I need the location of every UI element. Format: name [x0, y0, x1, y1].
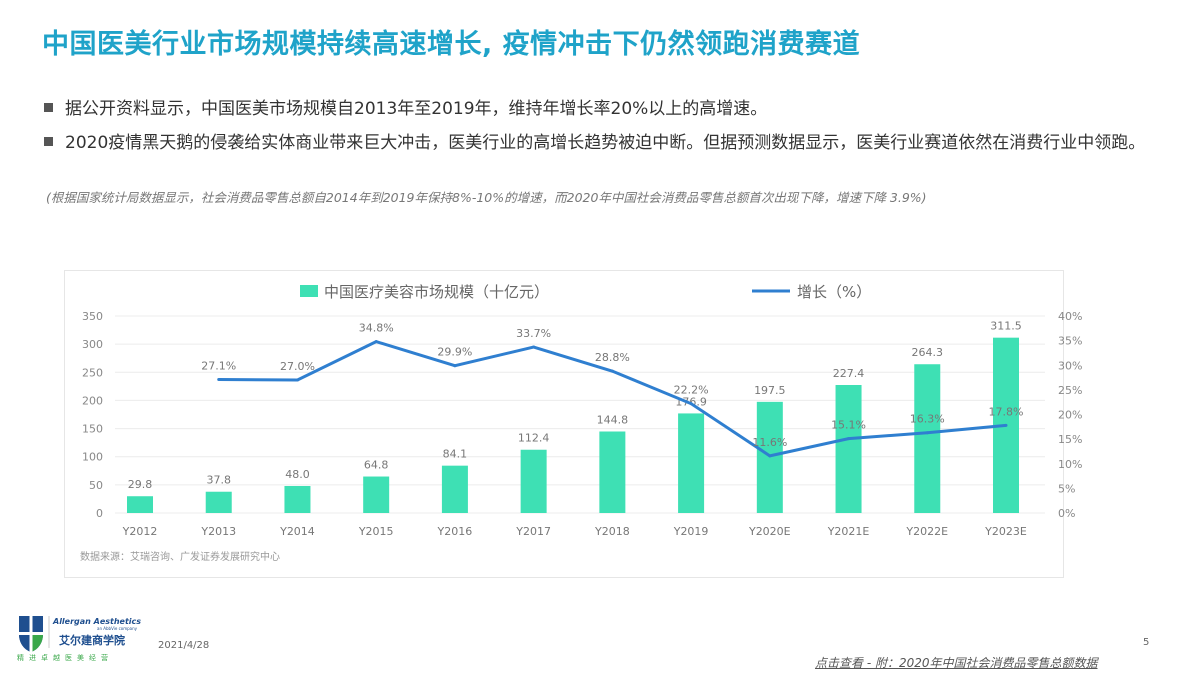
line-point [532, 345, 536, 349]
bar-value-label: 176.9 [675, 395, 707, 408]
line-value-label: 16.3% [910, 413, 945, 426]
bar-value-label: 84.1 [443, 448, 468, 461]
line-point [217, 378, 221, 382]
bullet-1: 据公开资料显示，中国医美市场规模自2013年至2019年，维持年增长率20%以上… [44, 97, 1164, 121]
y2-tick-label: 10% [1058, 458, 1082, 471]
svg-text:an AbbVie company: an AbbVie company [97, 626, 138, 631]
bar [127, 496, 153, 513]
bar-value-label: 29.8 [128, 478, 153, 491]
line-point [925, 431, 929, 435]
bar [205, 491, 232, 513]
svg-text:艾尔建商学院: 艾尔建商学院 [59, 633, 125, 647]
x-tick-label: Y2018 [594, 525, 630, 538]
line-point [689, 402, 693, 406]
line-point [374, 340, 378, 344]
x-tick-label: Y2023E [984, 525, 1027, 538]
y-tick-label: 300 [82, 338, 103, 351]
y-tick-label: 200 [82, 394, 103, 407]
y2-tick-label: 5% [1058, 482, 1075, 495]
line-value-label: 15.1% [831, 419, 866, 432]
line-point [610, 369, 614, 373]
bar-value-label: 37.8 [206, 474, 231, 487]
bar-value-label: 197.5 [754, 384, 786, 397]
svg-text:Allergan Aesthetics: Allergan Aesthetics [52, 617, 141, 626]
x-tick-label: Y2012 [122, 525, 158, 538]
bullet-2: 2020疫情黑天鹅的侵袭给实体商业带来巨大冲击，医美行业的高增长趋势被迫中断。但… [44, 131, 1165, 155]
x-tick-label: Y2021E [827, 525, 870, 538]
slide-title: 中国医美行业市场规模持续高速增长, 疫情冲击下仍然领跑消费赛道 [42, 29, 861, 60]
bar-value-label: 144.8 [597, 413, 629, 426]
svg-text:精进卓越医美经营: 精进卓越医美经营 [17, 653, 113, 662]
bar [520, 449, 547, 513]
bar-value-label: 64.8 [364, 459, 389, 472]
line-point [768, 454, 772, 458]
x-tick-label: Y2016 [437, 525, 473, 538]
date: 2021/4/28 [158, 640, 210, 651]
x-tick-label: Y2017 [515, 525, 551, 538]
bar [835, 385, 862, 513]
x-tick-label: Y2022E [905, 525, 948, 538]
chart-source: 数据来源：艾瑞咨询、广发证券发展研究中心 [80, 550, 280, 563]
bar [441, 465, 468, 513]
x-tick-label: Y2020E [748, 525, 791, 538]
line-point [1004, 423, 1008, 427]
bar-value-label: 48.0 [285, 468, 310, 481]
line-value-label: 27.1% [201, 360, 236, 373]
x-tick-label: Y2019 [673, 525, 709, 538]
line-value-label: 28.8% [595, 351, 630, 364]
line-point [453, 364, 457, 368]
y-tick-label: 0 [96, 507, 103, 520]
line-value-label: 29.9% [437, 346, 472, 359]
y2-tick-label: 40% [1058, 310, 1082, 323]
bar-value-label: 112.4 [518, 432, 550, 445]
bullet-text: 据公开资料显示，中国医美市场规模自2013年至2019年，维持年增长率20%以上… [65, 99, 768, 119]
line-point [295, 378, 299, 382]
bar [678, 413, 705, 513]
allergan-logo: Allergan Aesthetics an AbbVie company 艾尔… [17, 616, 141, 662]
x-tick-label: Y2014 [279, 525, 315, 538]
y-tick-label: 150 [82, 423, 103, 436]
y2-tick-label: 30% [1058, 359, 1082, 372]
line-value-label: 33.7% [516, 327, 551, 340]
x-tick-label: Y2015 [358, 525, 394, 538]
line-value-label: 11.6% [752, 436, 787, 449]
line-value-label: 17.8% [989, 405, 1024, 418]
legend-bar-swatch [300, 285, 318, 297]
bar-value-label: 311.5 [990, 320, 1022, 333]
y2-tick-label: 25% [1058, 384, 1082, 397]
x-tick-label: Y2013 [200, 525, 236, 538]
bar [914, 364, 941, 513]
bar [756, 401, 783, 513]
bar [363, 476, 390, 513]
bar [284, 485, 311, 513]
chart-frame [64, 270, 1064, 578]
line-point [847, 437, 851, 441]
appendix-link[interactable]: 点击查看 - 附：2020年中国社会消费品零售总额数据 [815, 656, 1098, 670]
y-tick-label: 350 [82, 310, 103, 323]
bullet-square-icon [44, 137, 53, 146]
bullet-square-icon [44, 103, 53, 112]
bar-value-label: 227.4 [833, 367, 865, 380]
legend-line-label: 增长（%） [797, 283, 871, 301]
line-value-label: 34.8% [359, 322, 394, 335]
y2-tick-label: 15% [1058, 433, 1082, 446]
footnote: (根据国家统计局数据显示，社会消费品零售总额自2014年到2019年保持8%-1… [46, 190, 927, 205]
bar [599, 431, 626, 513]
bar-value-label: 264.3 [912, 346, 944, 359]
y2-tick-label: 0% [1058, 507, 1075, 520]
y-tick-label: 50 [89, 479, 103, 492]
y-tick-label: 250 [82, 366, 103, 379]
line-value-label: 27.0% [280, 360, 315, 373]
y2-tick-label: 20% [1058, 409, 1082, 422]
line-value-label: 22.2% [674, 384, 709, 397]
legend-bar-label: 中国医疗美容市场规模（十亿元） [324, 283, 549, 301]
y2-tick-label: 35% [1058, 335, 1082, 348]
y-tick-label: 100 [82, 451, 103, 464]
bullet-text: 2020疫情黑天鹅的侵袭给实体商业带来巨大冲击，医美行业的高增长趋势被迫中断。但… [65, 133, 1146, 153]
page-number: 5 [1143, 637, 1150, 648]
